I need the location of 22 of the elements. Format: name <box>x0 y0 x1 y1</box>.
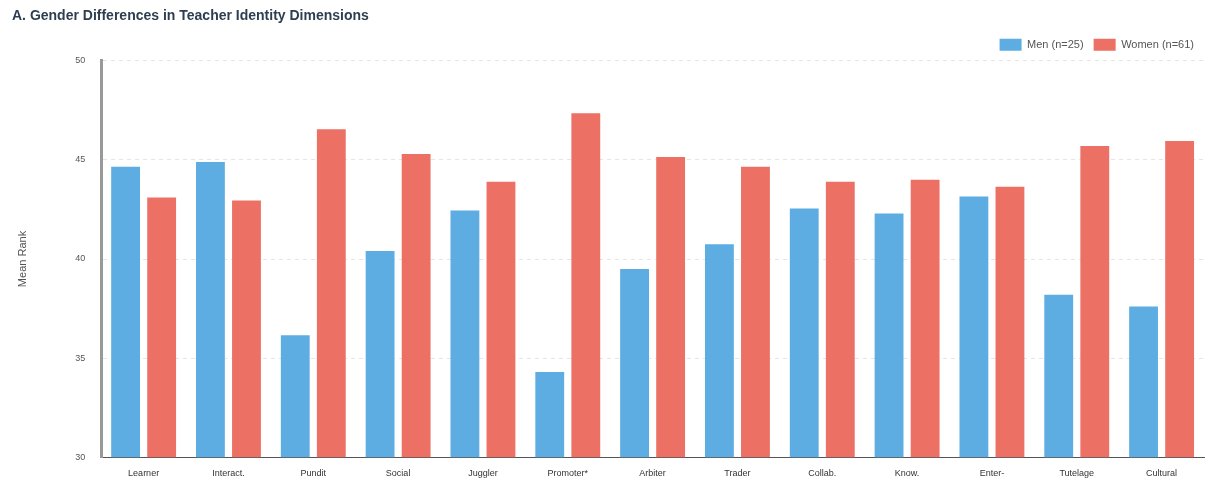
x-tick-label: Pundit <box>300 468 327 479</box>
x-tick-label: Interact. <box>212 468 245 479</box>
chart-title: A. Gender Differences in Teacher Identity Dimensions <box>12 7 370 24</box>
y-tick-label: 30 <box>75 451 86 462</box>
x-tick-label: Trader <box>724 468 751 479</box>
x-tick-label: Social <box>385 468 411 479</box>
x-tick-label: Arbiter <box>639 468 666 479</box>
x-tick-label: Tutelage <box>1059 468 1095 479</box>
y-tick-label: 40 <box>75 253 86 264</box>
x-tick-label: Learner <box>128 468 160 479</box>
y-tick-label: 50 <box>75 55 86 66</box>
x-tick-label: Enter- <box>979 468 1005 479</box>
x-tick-label: Cultural <box>1146 468 1178 479</box>
y-tick-label: 45 <box>75 154 86 165</box>
legend-label: Women (n=61) <box>1121 37 1194 50</box>
y-tick-label: 35 <box>75 352 86 363</box>
x-tick-label: Promoter* <box>547 468 589 479</box>
x-tick-label: Collab. <box>808 468 837 479</box>
x-tick-label: Juggler <box>468 468 498 479</box>
y-axis-title: Mean Rank <box>15 230 28 288</box>
x-tick-label: Know. <box>894 468 920 479</box>
legend-label: Men (n=25) <box>1027 37 1084 50</box>
